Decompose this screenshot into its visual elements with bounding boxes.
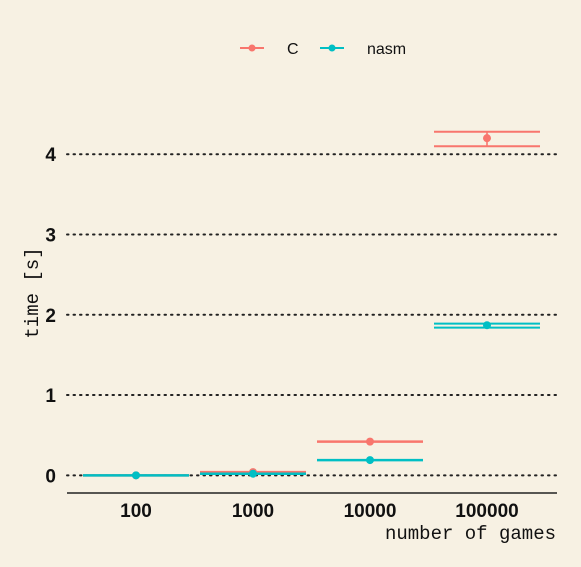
x-tick-label-100: 100 — [120, 501, 152, 522]
y-axis-label: time [s] — [22, 247, 44, 338]
legend-label-C: C — [287, 41, 299, 58]
y-tick-label-0: 0 — [45, 466, 56, 487]
x-axis-label: number of games — [385, 523, 556, 545]
point-nasm-1000 — [249, 469, 257, 478]
legend-item-C: C — [240, 41, 299, 58]
point-nasm-100 — [132, 471, 140, 480]
y-tick-labels: 0 1 2 3 4 — [45, 145, 56, 487]
y-tick-label-3: 3 — [45, 226, 56, 247]
legend-label-nasm: nasm — [367, 41, 406, 58]
point-nasm-10000 — [366, 456, 374, 465]
x-tick-label-100000: 100000 — [455, 501, 518, 522]
y-tick-label-4: 4 — [45, 145, 56, 166]
x-tick-labels: 100 1000 10000 100000 — [120, 501, 519, 522]
point-nasm-100000 — [483, 321, 491, 330]
x-tick-label-1000: 1000 — [232, 501, 274, 522]
data-marks — [83, 130, 540, 480]
point-C-100000 — [483, 134, 491, 143]
y-tick-label-2: 2 — [45, 306, 56, 327]
x-tick-label-10000: 10000 — [344, 501, 397, 522]
point-C-10000 — [366, 437, 374, 446]
y-tick-label-1: 1 — [45, 386, 56, 407]
legend-key-point-nasm — [328, 44, 336, 52]
legend-item-nasm: nasm — [320, 41, 406, 58]
legend-key-point-C — [248, 44, 256, 52]
series-nasm — [83, 321, 540, 480]
